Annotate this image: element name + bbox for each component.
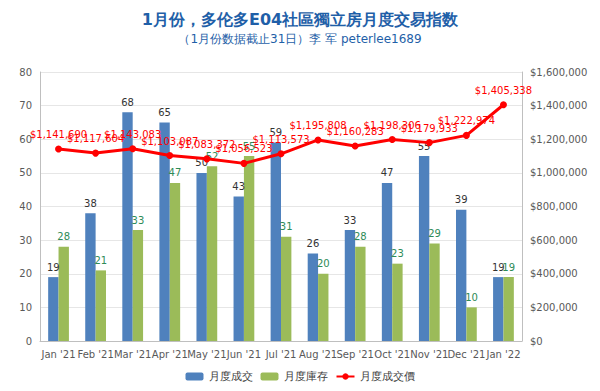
svg-text:68: 68 bbox=[121, 97, 134, 108]
svg-text:$1,083,372: $1,083,372 bbox=[178, 138, 236, 150]
svg-text:月度庫存: 月度庫存 bbox=[284, 370, 328, 383]
svg-text:Sep '21: Sep '21 bbox=[336, 349, 374, 360]
svg-text:59: 59 bbox=[269, 127, 283, 139]
svg-text:$1,117,604: $1,117,604 bbox=[67, 133, 125, 145]
svg-text:43: 43 bbox=[232, 181, 245, 192]
svg-text:$0: $0 bbox=[530, 336, 543, 347]
svg-text:$1,000,000: $1,000,000 bbox=[530, 167, 587, 178]
svg-text:19: 19 bbox=[491, 261, 505, 273]
svg-text:$1,141,690: $1,141,690 bbox=[29, 129, 88, 141]
svg-text:20: 20 bbox=[19, 268, 32, 279]
svg-text:$1,222,974: $1,222,974 bbox=[438, 115, 495, 126]
svg-text:30: 30 bbox=[19, 235, 32, 246]
svg-text:$1,113,573: $1,113,573 bbox=[252, 134, 309, 145]
svg-text:Jan '21: Jan '21 bbox=[40, 349, 75, 360]
svg-text:50: 50 bbox=[19, 167, 32, 178]
svg-text:$400,000: $400,000 bbox=[530, 268, 578, 279]
svg-text:月度成交價: 月度成交價 bbox=[360, 370, 415, 383]
svg-text:$600,000: $600,000 bbox=[530, 235, 578, 246]
svg-text:$1,198,306: $1,198,306 bbox=[363, 119, 421, 131]
svg-text:月度成交: 月度成交 bbox=[209, 370, 253, 383]
svg-text:Nov '21: Nov '21 bbox=[410, 349, 448, 360]
svg-text:$1,600,000: $1,600,000 bbox=[530, 67, 587, 78]
svg-text:60: 60 bbox=[19, 133, 32, 145]
svg-text:50: 50 bbox=[195, 157, 208, 169]
svg-text:40: 40 bbox=[19, 201, 32, 212]
svg-text:$1,143,083: $1,143,083 bbox=[104, 128, 162, 140]
svg-text:23: 23 bbox=[391, 248, 404, 259]
svg-text:65: 65 bbox=[158, 107, 171, 118]
svg-text:28: 28 bbox=[57, 231, 70, 242]
svg-text:$200,000: $200,000 bbox=[530, 302, 578, 313]
svg-text:Oct '21: Oct '21 bbox=[374, 349, 410, 360]
svg-text:$1,103,087: $1,103,087 bbox=[141, 135, 199, 147]
svg-text:$1,400,000: $1,400,000 bbox=[530, 100, 587, 111]
svg-text:47: 47 bbox=[169, 167, 182, 178]
svg-text:55: 55 bbox=[417, 140, 431, 152]
svg-text:26: 26 bbox=[307, 238, 320, 249]
svg-text:$1,179,933: $1,179,933 bbox=[400, 122, 458, 134]
svg-text:Jul '21: Jul '21 bbox=[265, 349, 297, 360]
svg-text:47: 47 bbox=[381, 167, 394, 178]
svg-text:Apr '21: Apr '21 bbox=[152, 349, 188, 360]
svg-text:$1,195,808: $1,195,808 bbox=[289, 120, 347, 131]
svg-text:38: 38 bbox=[84, 198, 97, 209]
svg-text:Jun '21: Jun '21 bbox=[226, 349, 261, 360]
svg-text:39: 39 bbox=[455, 194, 468, 205]
svg-text:Feb '21: Feb '21 bbox=[77, 349, 113, 360]
svg-text:$1,200,000: $1,200,000 bbox=[530, 134, 587, 145]
svg-text:21: 21 bbox=[94, 255, 107, 266]
svg-text:19: 19 bbox=[47, 262, 60, 273]
svg-text:Mar '21: Mar '21 bbox=[114, 349, 152, 360]
svg-text:Jan '22: Jan '22 bbox=[485, 349, 520, 360]
svg-text:Dec '21: Dec '21 bbox=[447, 349, 485, 360]
svg-text:Aug '21: Aug '21 bbox=[299, 349, 337, 360]
svg-text:20: 20 bbox=[317, 258, 330, 269]
svg-text:$1,405,338: $1,405,338 bbox=[475, 85, 532, 96]
svg-text:33: 33 bbox=[132, 215, 145, 226]
svg-text:33: 33 bbox=[344, 215, 357, 226]
svg-text:29: 29 bbox=[428, 228, 441, 239]
svg-text:10: 10 bbox=[465, 292, 478, 303]
svg-text:80: 80 bbox=[19, 67, 32, 78]
svg-text:（1月份数据截止31日）李 军 peterlee1689: （1月份数据截止31日）李 军 peterlee1689 bbox=[178, 32, 421, 46]
svg-text:$800,000: $800,000 bbox=[530, 201, 578, 212]
svg-text:$1,160,283: $1,160,283 bbox=[326, 125, 384, 137]
svg-text:10: 10 bbox=[19, 302, 32, 313]
svg-text:28: 28 bbox=[354, 231, 367, 242]
svg-text:$1,056,523: $1,056,523 bbox=[215, 143, 272, 154]
svg-text:19: 19 bbox=[502, 262, 515, 273]
svg-text:May '21: May '21 bbox=[187, 349, 226, 360]
svg-text:70: 70 bbox=[19, 100, 32, 111]
svg-text:0: 0 bbox=[26, 336, 32, 347]
svg-text:31: 31 bbox=[280, 221, 293, 232]
svg-text:1月份，多伦多E04社區獨立房月度交易指数: 1月份，多伦多E04社區獨立房月度交易指数 bbox=[142, 10, 459, 29]
